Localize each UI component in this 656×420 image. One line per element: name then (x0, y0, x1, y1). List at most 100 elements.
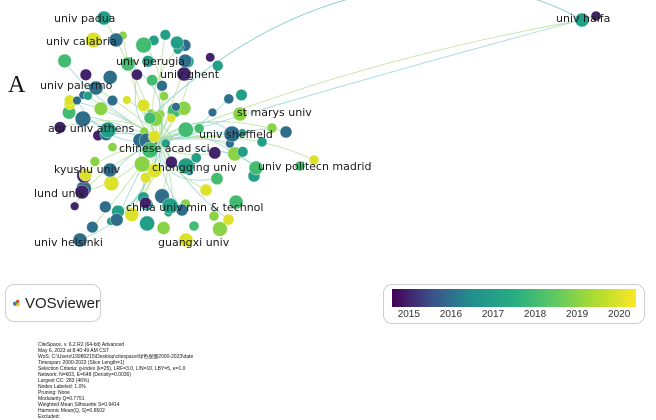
citespace-info-line: Harmonic Mean(Q, S)=0.8502 (38, 408, 105, 414)
institution-node (96, 10, 112, 26)
institution-node (140, 172, 152, 184)
institution-node (176, 66, 192, 82)
institution-node (222, 213, 235, 226)
institution-node (210, 172, 224, 185)
institution-node (205, 52, 216, 63)
institution-node (590, 10, 602, 22)
citespace-info: CiteSpace, v. 6.2.R2 (64-bit) Advanced Ma… (38, 342, 298, 420)
institution-node (256, 136, 268, 148)
institution-node (139, 215, 155, 232)
institution-node (135, 36, 152, 54)
institution-node (237, 146, 249, 158)
institution-node (131, 68, 143, 81)
institution-node (148, 130, 161, 143)
institution-node (85, 32, 102, 48)
citespace-info-line: Largest CC: 283 (46%) (38, 378, 90, 384)
institution-node (83, 91, 93, 101)
institution-node (212, 60, 224, 72)
institution-node (134, 156, 151, 173)
institution-node (223, 125, 241, 143)
institution-node (106, 95, 118, 107)
institution-node (70, 201, 80, 211)
citespace-info-line: Nodes Labeled: 1.0% (38, 384, 86, 390)
network-link (159, 139, 218, 181)
institution-label: chongqing univ (152, 161, 237, 174)
institution-node (199, 183, 213, 197)
institution-label: china univ min & technol (126, 201, 263, 214)
institution-label: univ palermo (40, 79, 113, 92)
institution-node (122, 95, 132, 105)
network-link (79, 139, 161, 241)
institution-node (178, 232, 194, 248)
institution-node (248, 160, 264, 176)
vosviewer-logo-text: VOSviewer (24, 294, 100, 312)
institution-node (108, 32, 124, 48)
institution-node (232, 106, 248, 122)
legend-tick-label: 2019 (565, 309, 589, 320)
institution-node (161, 138, 171, 149)
citespace-info-line: Excluded: (38, 414, 60, 420)
institution-node (166, 113, 176, 123)
institution-label: univ politecn madrid (258, 160, 371, 173)
legend-tick-label: 2020 (608, 309, 631, 320)
network-nodes (53, 10, 602, 248)
institution-node (212, 221, 228, 237)
institution-node (266, 122, 278, 134)
institution-label: univ perugia (116, 55, 185, 68)
institution-node (141, 55, 155, 68)
legend-tick-label: 2017 (481, 309, 505, 320)
institution-node (308, 154, 320, 166)
institution-node (88, 80, 104, 96)
institution-node (53, 121, 67, 134)
institution-node (156, 80, 168, 92)
citespace-info-line: CiteSpace, v. 6.2.R2 (64-bit) Advanced (38, 342, 125, 348)
institution-node (143, 111, 157, 125)
institution-node (170, 35, 184, 50)
institution-node (208, 210, 220, 222)
institution-label: univ haifa (556, 12, 610, 25)
institution-node (137, 99, 150, 112)
institution-node (139, 196, 152, 209)
institution-node (72, 232, 88, 248)
institution-node (120, 56, 136, 72)
institution-node (228, 194, 244, 210)
institution-label: univ helsinki (34, 236, 103, 249)
institution-node (156, 221, 171, 235)
institution-node (147, 163, 162, 178)
institution-node (207, 107, 218, 117)
network-link (149, 0, 583, 119)
institution-node (110, 213, 124, 227)
institution-node (177, 157, 195, 175)
institution-node (159, 29, 171, 41)
institution-node (124, 207, 139, 222)
network-link (159, 19, 583, 141)
institution-node (141, 141, 159, 159)
color-scale-bar (392, 289, 636, 307)
legend-ticks: 2015 2016 2017 2018 2019 2020 (392, 309, 636, 321)
institution-node (103, 175, 120, 191)
institution-node (194, 123, 205, 134)
institution-node (188, 220, 200, 232)
institution-node (57, 53, 72, 68)
network-link (159, 15, 597, 141)
institution-node (86, 221, 99, 234)
citespace-info-line: Selection Criteria: g-index (k=25), LRF=… (38, 366, 186, 372)
network-link (159, 34, 166, 141)
institution-label: guangxi univ (158, 236, 230, 249)
institution-node (72, 96, 82, 106)
network-link (159, 120, 287, 141)
institution-node (159, 91, 169, 101)
institution-node (294, 160, 306, 172)
institution-label: univ calabria (46, 35, 117, 48)
legend-tick-label: 2015 (397, 309, 420, 320)
vosviewer-logo-icon (13, 299, 20, 307)
institution-node (208, 146, 222, 160)
institution-label: kyushu univ (54, 163, 121, 176)
institution-node (279, 125, 293, 139)
institution-node (146, 74, 158, 86)
institution-label: lund univ (34, 187, 85, 200)
institution-node (78, 168, 93, 182)
network-link (159, 135, 315, 161)
institution-label: univ padua (54, 12, 115, 25)
